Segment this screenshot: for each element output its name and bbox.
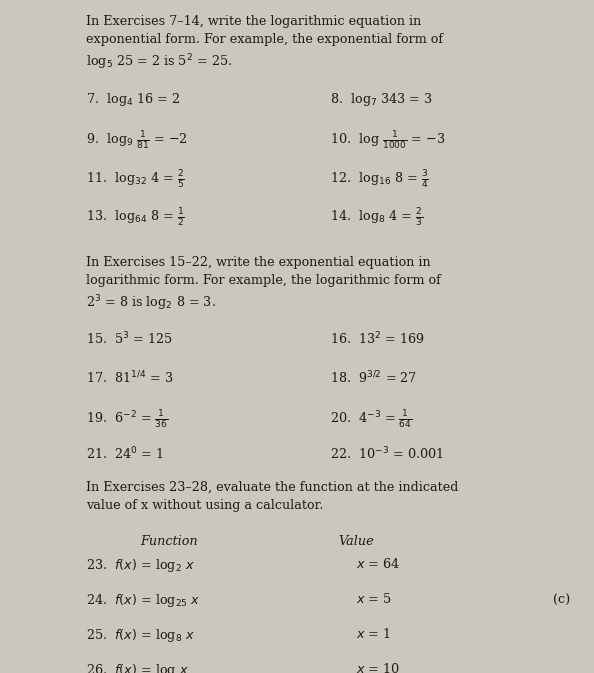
Text: $x$ = 10: $x$ = 10 (356, 662, 400, 673)
Text: In Exercises 7–14, write the logarithmic equation in
exponential form. For examp: In Exercises 7–14, write the logarithmic… (86, 15, 443, 73)
Text: 20.  4$^{-3}$ = $\frac{1}{64}$: 20. 4$^{-3}$ = $\frac{1}{64}$ (330, 408, 412, 430)
Text: 7.  log$_4$ 16 = 2: 7. log$_4$ 16 = 2 (86, 91, 181, 108)
Text: (c): (c) (553, 594, 570, 606)
Text: 21.  24$^0$ = 1: 21. 24$^0$ = 1 (86, 446, 164, 463)
Text: 9.  log$_9$ $\frac{1}{81}$ = −2: 9. log$_9$ $\frac{1}{81}$ = −2 (86, 129, 188, 151)
Text: 16.  13$^2$ = 169: 16. 13$^2$ = 169 (330, 331, 425, 348)
Text: 15.  5$^3$ = 125: 15. 5$^3$ = 125 (86, 331, 173, 348)
Text: $x$ = 1: $x$ = 1 (356, 627, 391, 641)
Text: 18.  9$^{3/2}$ = 27: 18. 9$^{3/2}$ = 27 (330, 369, 417, 386)
Text: 11.  log$_{32}$ 4 = $\frac{2}{5}$: 11. log$_{32}$ 4 = $\frac{2}{5}$ (86, 168, 185, 190)
Text: 24.  $f(x)$ = log$_{25}$ $x$: 24. $f(x)$ = log$_{25}$ $x$ (86, 592, 201, 609)
Text: 19.  6$^{-2}$ = $\frac{1}{36}$: 19. 6$^{-2}$ = $\frac{1}{36}$ (86, 408, 168, 430)
Text: 14.  log$_8$ 4 = $\frac{2}{3}$: 14. log$_8$ 4 = $\frac{2}{3}$ (330, 206, 423, 228)
Text: 22.  10$^{-3}$ = 0.001: 22. 10$^{-3}$ = 0.001 (330, 446, 443, 463)
Text: In Exercises 15–22, write the exponential equation in
logarithmic form. For exam: In Exercises 15–22, write the exponentia… (86, 256, 441, 314)
Text: Function: Function (140, 535, 198, 548)
Text: 17.  81$^{1/4}$ = 3: 17. 81$^{1/4}$ = 3 (86, 369, 173, 386)
Text: 8.  log$_7$ 343 = 3: 8. log$_7$ 343 = 3 (330, 91, 432, 108)
Text: Value: Value (339, 535, 374, 548)
Text: $x$ = 5: $x$ = 5 (356, 592, 392, 606)
Text: 12.  log$_{16}$ 8 = $\frac{3}{4}$: 12. log$_{16}$ 8 = $\frac{3}{4}$ (330, 168, 428, 190)
Text: 23.  $f(x)$ = log$_2$ $x$: 23. $f(x)$ = log$_2$ $x$ (86, 557, 195, 574)
Text: In Exercises 23–28, evaluate the function at the indicated
value of x without us: In Exercises 23–28, evaluate the functio… (86, 481, 459, 512)
Text: 25.  $f(x)$ = log$_8$ $x$: 25. $f(x)$ = log$_8$ $x$ (86, 627, 195, 644)
Text: 10.  log $\frac{1}{1000}$ = −3: 10. log $\frac{1}{1000}$ = −3 (330, 129, 445, 151)
Text: 13.  log$_{64}$ 8 = $\frac{1}{2}$: 13. log$_{64}$ 8 = $\frac{1}{2}$ (86, 206, 185, 228)
Text: 26.  $f(x)$ = log $x$: 26. $f(x)$ = log $x$ (86, 662, 189, 673)
Text: $x$ = 64: $x$ = 64 (356, 557, 401, 571)
